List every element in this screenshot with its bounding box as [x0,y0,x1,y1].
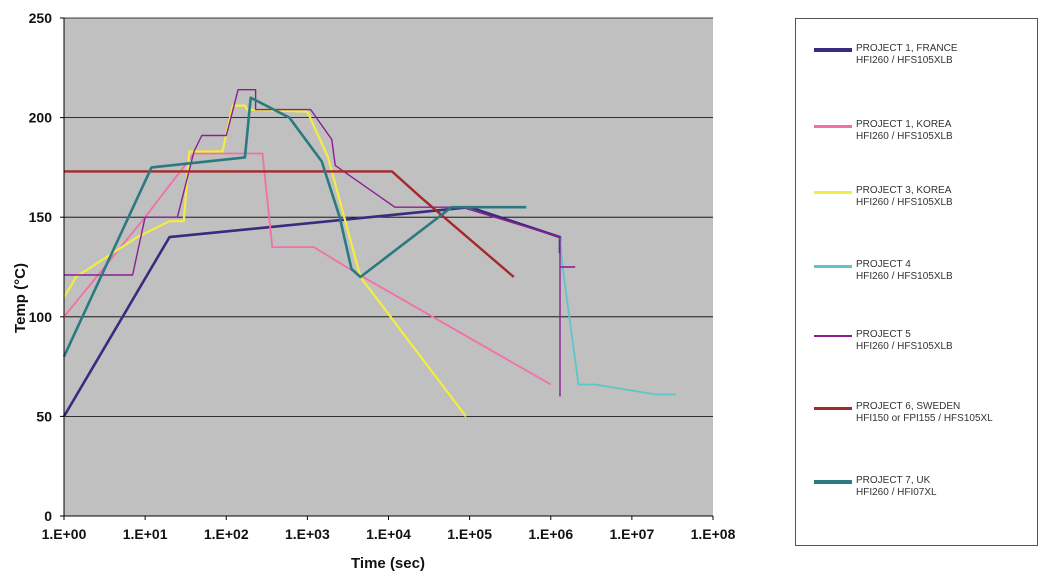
legend-label-line1: PROJECT 1, KOREA [856,119,952,130]
legend-label-line1: PROJECT 1, FRANCE [856,43,958,54]
legend-label-line2: HFI260 / HFS105XLB [856,131,953,142]
x-tick-label: 1.E+03 [285,526,330,542]
legend-swatch [814,190,852,194]
legend-label-line2: HFI150 or FPI155 / HFS105XL [856,413,993,424]
x-tick-label: 1.E+02 [204,526,249,542]
series-line-5 [64,88,561,397]
x-tick-label: 1.E+05 [447,526,492,542]
x-tick-label: 1.E+01 [123,526,168,542]
series-lines [62,88,676,418]
y-tick-label: 150 [29,209,53,225]
legend-label: PROJECT 6, SWEDEN HFI150 or FPI155 / HFS1… [856,401,993,425]
x-tick-label: 1.E+00 [42,526,87,542]
legend-swatch [814,406,852,410]
legend-swatch [814,335,852,337]
legend-label-line2: HFI260 / HFI07XL [856,487,937,498]
legend-label: PROJECT 5 HFI260 / HFS105XLB [856,329,953,353]
legend-label: PROJECT 4 HFI260 / HFS105XLB [856,259,953,283]
legend-label-line1: PROJECT 3, KOREA [856,185,952,196]
legend-label: PROJECT 1, KOREA HFI260 / HFS105XLB [856,119,953,143]
y-tick-label: 0 [44,508,52,524]
x-tick-label: 1.E+07 [609,526,654,542]
legend-label-line1: PROJECT 4 [856,259,911,270]
y-tick-label: 200 [29,110,53,126]
legend-swatch [814,124,852,128]
y-tick-label: 50 [36,408,52,424]
legend-swatch [814,480,852,484]
y-tick-label: 250 [29,10,53,26]
y-tick-label: 100 [29,309,53,325]
legend-label-line1: PROJECT 6, SWEDEN [856,401,961,412]
x-axis-ticks: 1.E+00 1.E+01 1.E+02 1.E+03 1.E+04 1.E+05 1.E+… [42,516,736,542]
series-line-7 [62,96,527,358]
legend-label-line1: PROJECT 7, UK [856,475,931,486]
y-axis-title: Temp (°C) [12,263,29,333]
line-chart: 1.E+00 1.E+01 1.E+02 1.E+03 1.E+04 1.E+05 1.E+… [12,10,736,572]
y-axis-ticks: 0 50 100 150 200 250 [29,10,64,524]
legend-label: PROJECT 7, UK HFI260 / HFI07XL [856,475,937,499]
legend-label-line2: HFI260 / HFS105XLB [856,55,953,66]
x-tick-label: 1.E+06 [528,526,573,542]
plot-area [64,18,713,516]
legend-label: PROJECT 1, FRANCE HFI260 / HFS105XLB [856,43,958,67]
legend-label-line1: PROJECT 5 [856,329,911,340]
legend-label: PROJECT 3, KOREA HFI260 / HFS105XLB [856,185,953,209]
series-line-6 [64,170,515,278]
x-axis-title: Time (sec) [351,555,425,572]
legend-label-line2: HFI260 / HFS105XLB [856,271,953,282]
series-line-3 [63,104,467,418]
legend-label-line2: HFI260 / HFS105XLB [856,197,953,208]
legend-swatch [814,48,852,52]
series-line-4 [559,237,676,396]
x-tick-label: 1.E+04 [366,526,411,542]
series-line-2 [63,152,552,386]
legend-swatch [814,264,852,268]
x-tick-label: 1.E+08 [691,526,736,542]
legend-label-line2: HFI260 / HFS105XLB [856,341,953,352]
legend: PROJECT 1, FRANCE HFI260 / HFS105XLB PROJE… [795,18,1038,546]
